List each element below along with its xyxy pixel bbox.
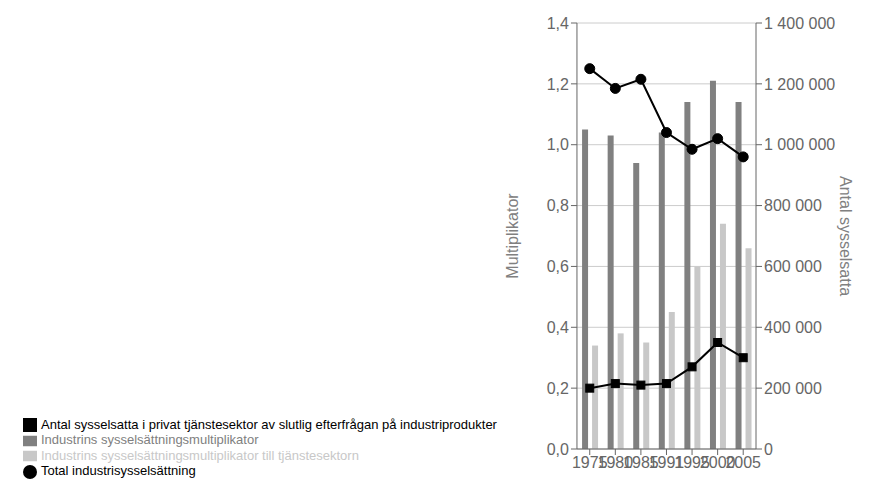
svg-text:0,6: 0,6 bbox=[547, 258, 569, 275]
svg-text:1 200 000: 1 200 000 bbox=[764, 76, 835, 93]
svg-text:0,0: 0,0 bbox=[547, 441, 569, 458]
svg-text:400 000: 400 000 bbox=[764, 319, 822, 336]
svg-text:1991: 1991 bbox=[648, 454, 685, 472]
svg-text:1975: 1975 bbox=[571, 454, 608, 472]
svg-text:800 000: 800 000 bbox=[764, 197, 822, 214]
svg-text:1 000 000: 1 000 000 bbox=[764, 136, 835, 153]
svg-text:1,0: 1,0 bbox=[547, 136, 569, 153]
svg-text:Antal sysselsatta: Antal sysselsatta bbox=[837, 176, 854, 296]
svg-text:600 000: 600 000 bbox=[764, 258, 822, 275]
svg-text:0: 0 bbox=[764, 441, 773, 458]
svg-text:0,2: 0,2 bbox=[547, 380, 569, 397]
svg-text:1985: 1985 bbox=[623, 454, 659, 472]
svg-text:2005: 2005 bbox=[725, 454, 761, 471]
svg-text:1980: 1980 bbox=[597, 454, 634, 472]
svg-text:200 000: 200 000 bbox=[764, 380, 822, 397]
html-text:Total industrisysselsättning: Total industrisysselsättning bbox=[41, 463, 196, 479]
svg-text:1,4: 1,4 bbox=[547, 15, 569, 32]
svg-text:2000: 2000 bbox=[699, 454, 736, 472]
svg-text:0,8: 0,8 bbox=[547, 197, 569, 214]
html-text:Industrins sysselsättningsmult: Industrins sysselsättningsmultiplikator … bbox=[41, 447, 359, 463]
html-text:Industrins sysselsättningsmult: Industrins sysselsättningsmultiplikator bbox=[41, 432, 259, 448]
html-text:Antal sysselsatta i privat tjä: Antal sysselsatta i privat tjänstesektor… bbox=[41, 416, 497, 432]
svg-text:1,2: 1,2 bbox=[547, 76, 569, 93]
svg-text:1995: 1995 bbox=[674, 454, 710, 472]
svg-text:Multiplikator: Multiplikator bbox=[504, 193, 521, 279]
svg-text:1 400 000: 1 400 000 bbox=[764, 15, 835, 32]
svg-text:0,4: 0,4 bbox=[547, 319, 569, 336]
